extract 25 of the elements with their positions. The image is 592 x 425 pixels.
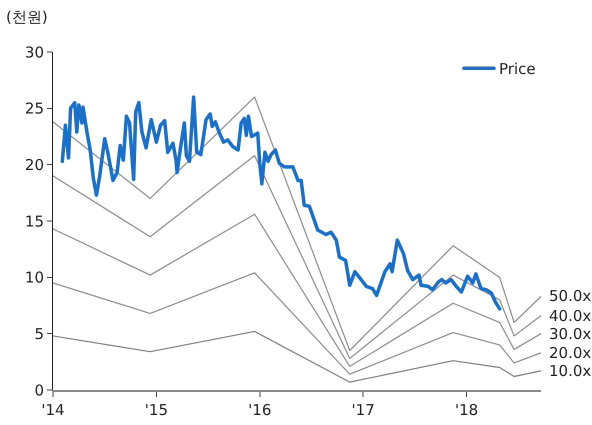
x-tick-label: '17 <box>352 401 375 419</box>
series-label: 40.0x <box>549 307 592 325</box>
x-tick-label: '18 <box>454 401 478 419</box>
x-tick-label: '16 <box>248 401 272 419</box>
line-series <box>53 96 541 352</box>
y-tick-label: 0 <box>34 381 44 400</box>
series-label: 10.0x <box>549 362 592 380</box>
y-tick-label: 20 <box>24 156 44 174</box>
y-tick-label: 10 <box>24 268 44 287</box>
y-tick-label: 5 <box>34 324 44 343</box>
y-tick-label: 15 <box>24 212 44 230</box>
y-tick-label: 30 <box>24 43 44 62</box>
y-axis-title: (천원) <box>6 8 48 26</box>
series-label: 20.0x <box>549 344 592 362</box>
line-series <box>53 155 541 360</box>
legend-label: Price <box>499 60 536 78</box>
line-series <box>60 95 502 311</box>
y-tick-label: 25 <box>24 100 44 118</box>
line-series <box>53 330 541 383</box>
series-label: 30.0x <box>549 325 592 343</box>
line-series <box>53 214 541 367</box>
x-tick-label: '15 <box>144 401 168 419</box>
series-label: 50.0x <box>549 287 592 305</box>
x-tick-label: '14 <box>41 401 65 419</box>
line-series <box>53 272 541 375</box>
